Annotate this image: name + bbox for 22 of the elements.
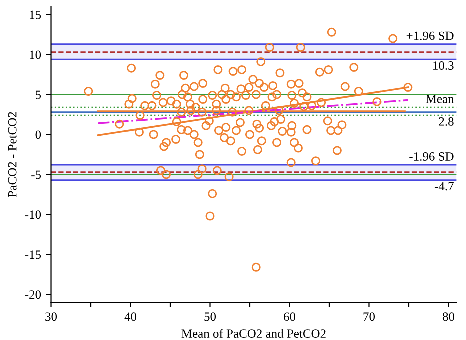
y-axis-title: PaCO2 - PetCO2 <box>8 112 17 198</box>
x-axis-title: Mean of PaCO2 and PetCO2 <box>182 329 326 338</box>
y-tick-label: 0 <box>36 130 42 140</box>
annotation: 2.8 <box>439 117 454 126</box>
x-tick-label: 30 <box>46 312 58 322</box>
y-tick-label: 5 <box>36 90 42 100</box>
y-tick-label: -20 <box>25 290 42 300</box>
ref-line-label: +1.96 SD <box>406 32 454 40</box>
ref-line-label: -1.96 SD <box>410 152 454 162</box>
x-tick-label: 60 <box>284 312 296 322</box>
x-tick-label: 50 <box>204 312 216 322</box>
y-tick-label: -5 <box>32 170 42 180</box>
annotation: 10.3 <box>434 62 454 70</box>
annotation: -4.7 <box>434 182 454 191</box>
x-tick-label: 70 <box>364 312 376 322</box>
x-tick-label: 80 <box>442 312 455 322</box>
y-tick-label: 15 <box>30 10 42 20</box>
y-tick-label: 10 <box>30 50 42 60</box>
x-tick-label: 40 <box>124 312 137 322</box>
y-tick-label: -10 <box>25 210 42 220</box>
ref-line-label: Mean <box>426 95 454 104</box>
y-tick-label: -15 <box>25 250 42 260</box>
